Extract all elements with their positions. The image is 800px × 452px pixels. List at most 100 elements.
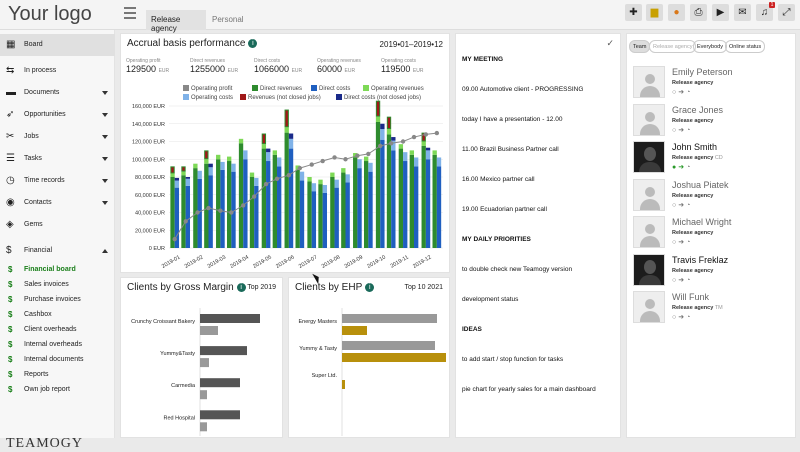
team-tab-team[interactable]: Team [629, 40, 651, 53]
bar-direct-revenues[interactable] [238, 143, 244, 248]
bar-direct-revenues[interactable] [409, 154, 415, 248]
bar-direct-revenues[interactable] [226, 161, 232, 248]
operating-profit-point[interactable] [355, 153, 360, 158]
bar-operating-revenues[interactable] [318, 179, 323, 185]
operating-profit-point[interactable] [400, 139, 406, 144]
printer-icon[interactable]: ⎙ [690, 4, 707, 21]
sidebar-subitem-internal-overheads[interactable]: $ Internal overheads [0, 338, 115, 353]
bar-direct-costs[interactable] [254, 185, 259, 248]
login-icon[interactable]: ➜ [678, 89, 687, 96]
bar-operating-revenues[interactable] [204, 159, 209, 164]
bar-operating-costs[interactable] [391, 140, 396, 151]
bar-direct-costs[interactable] [231, 171, 236, 248]
team-member[interactable]: Michael Wright Release agency ○➜◔ [633, 216, 793, 252]
team-tab-release-agency[interactable]: Release agency [649, 40, 697, 53]
chat-icon[interactable]: ✉ [734, 4, 751, 21]
bar-direct-revenues[interactable] [307, 181, 312, 248]
timer-icon[interactable]: ◔ [686, 314, 693, 321]
bar-primary[interactable] [200, 378, 240, 388]
bar-operating-costs[interactable] [208, 167, 213, 176]
bar-operating-costs[interactable] [368, 162, 373, 172]
timer-icon[interactable]: ◔ [686, 201, 693, 209]
bar-operating-costs[interactable] [185, 178, 191, 186]
fullscreen-icon[interactable]: ⤢ [778, 4, 795, 21]
bar-direct-revenues[interactable] [318, 184, 323, 248]
bar-operating-revenues[interactable] [261, 144, 267, 149]
bar-direct-costs-not-closed[interactable] [380, 123, 385, 130]
operating-profit-point[interactable] [195, 210, 200, 215]
bar-direct-revenues[interactable] [216, 159, 221, 248]
bar-operating-costs[interactable] [345, 174, 350, 183]
operating-profit-point[interactable] [297, 165, 303, 171]
bar-revenues-not-closed[interactable] [387, 117, 391, 129]
login-icon[interactable]: ➜ [678, 126, 687, 134]
menu-toggle-icon[interactable] [124, 7, 136, 19]
bar-operating-revenues[interactable] [353, 153, 358, 158]
basketball-icon[interactable]: ● [668, 4, 685, 21]
plus-icon[interactable]: ✚ [625, 4, 642, 21]
bar-secondary[interactable] [200, 390, 207, 400]
timer-icon[interactable]: ◔ [686, 126, 693, 134]
bar-direct-revenues[interactable] [204, 163, 209, 248]
bar-direct-costs[interactable] [436, 166, 442, 248]
operating-profit-point[interactable] [241, 203, 246, 208]
login-icon[interactable]: ➜ [678, 276, 687, 284]
bar-operating-costs[interactable] [414, 157, 419, 167]
bar-operating-revenues[interactable] [238, 138, 244, 144]
timer-icon[interactable]: ◔ [686, 164, 693, 171]
bar-operating-revenues[interactable] [409, 150, 415, 155]
bar-direct-costs-not-closed[interactable] [185, 177, 191, 179]
operating-profit-point[interactable] [229, 210, 234, 215]
bar-primary[interactable] [200, 346, 247, 356]
bar-direct-costs[interactable] [185, 185, 191, 248]
info-icon[interactable]: i [248, 39, 258, 48]
sidebar-subitem-reports[interactable]: $ Reports [0, 368, 115, 383]
bar-operating-costs[interactable] [334, 179, 339, 188]
login-icon[interactable]: ➜ [678, 239, 687, 246]
team-member[interactable]: Travis Freklaz Release agency ○➜◔ [633, 253, 793, 290]
bar-revenues-not-closed[interactable] [205, 151, 208, 159]
bar-direct-costs[interactable] [277, 166, 282, 248]
date-range[interactable]: 2019•01–2019•12 [380, 40, 443, 49]
bar-secondary[interactable] [342, 326, 367, 335]
sidebar-item-jobs[interactable]: ✂ Jobs [0, 126, 115, 148]
team-tab-everybody[interactable]: Everybody [693, 40, 727, 53]
bar-primary[interactable] [342, 314, 437, 323]
notes-panel[interactable]: ✓ [455, 33, 621, 438]
bar-operating-costs[interactable] [425, 150, 431, 160]
team-member[interactable]: Emily Peterson Release agency ○➜◔ [633, 66, 793, 102]
bar-direct-costs[interactable] [288, 148, 294, 248]
bar-operating-revenues[interactable] [216, 154, 221, 160]
bar-operating-revenues[interactable] [398, 144, 404, 149]
bar-direct-revenues[interactable] [432, 154, 437, 248]
bar-operating-revenues[interactable] [375, 116, 381, 122]
bar-primary[interactable] [342, 341, 435, 350]
bar-revenues-not-closed[interactable] [182, 167, 185, 171]
bar-revenues-not-closed[interactable] [422, 133, 425, 141]
bar-direct-costs[interactable] [380, 139, 385, 248]
info-icon[interactable]: i [365, 283, 375, 292]
bar-secondary[interactable] [200, 358, 209, 368]
bar-operating-revenues[interactable] [307, 177, 312, 182]
bar-operating-costs[interactable] [174, 180, 180, 188]
bar-primary[interactable] [200, 314, 260, 323]
bar-direct-revenues[interactable] [170, 177, 175, 248]
sidebar-subitem-cashbox[interactable]: $ Cashbox [0, 308, 115, 323]
operating-profit-point[interactable] [286, 173, 292, 178]
bar-operating-costs[interactable] [436, 157, 442, 167]
operating-profit-point[interactable] [434, 130, 440, 136]
operating-profit-point[interactable] [263, 181, 269, 187]
info-icon[interactable]: i [236, 283, 246, 292]
operating-profit-point[interactable] [378, 143, 383, 149]
bar-revenues-not-closed[interactable] [171, 167, 174, 173]
sidebar-item-documents[interactable]: ▬ Documents [0, 82, 115, 104]
bar-direct-costs[interactable] [345, 182, 350, 248]
operating-profit-point[interactable] [343, 157, 348, 162]
login-icon[interactable]: ➜ [678, 164, 687, 171]
bar-direct-costs[interactable] [311, 191, 317, 248]
bar-direct-revenues[interactable] [295, 169, 300, 248]
bar-direct-costs[interactable] [322, 192, 328, 248]
operating-profit-point[interactable] [183, 219, 188, 224]
bar-direct-costs[interactable] [174, 187, 180, 248]
bar-direct-costs[interactable] [299, 180, 305, 248]
